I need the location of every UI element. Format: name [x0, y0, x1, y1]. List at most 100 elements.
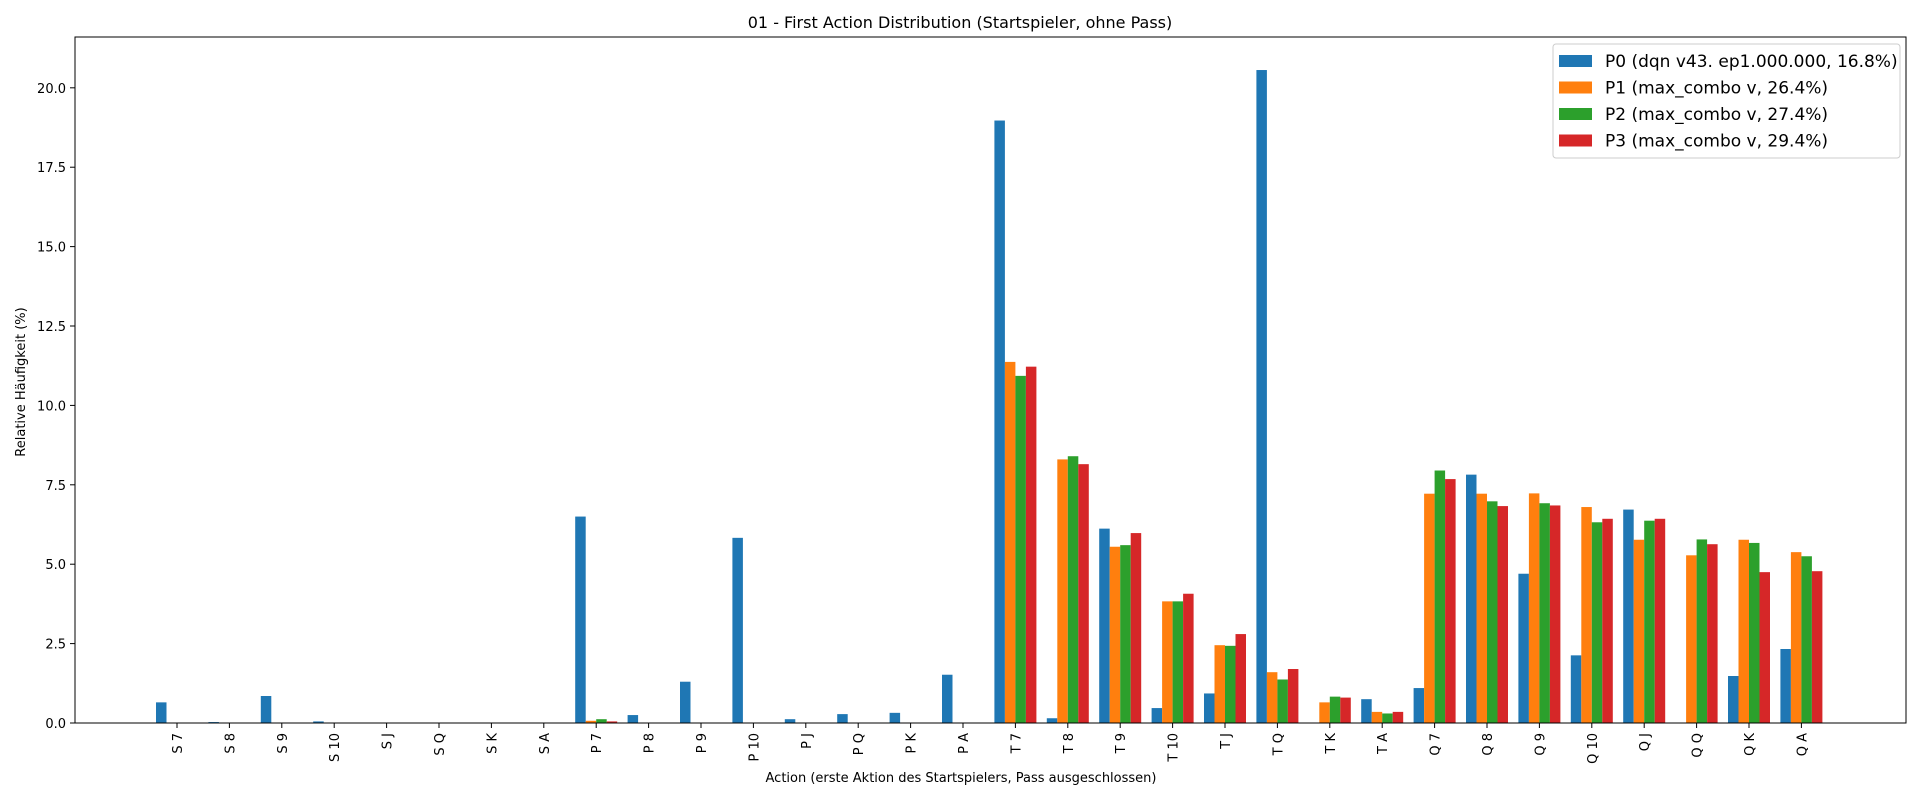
x-tick-label: Q J: [1638, 733, 1653, 751]
bar-t-10-series-3: [1183, 593, 1194, 723]
x-tick-label: Q 10: [1586, 733, 1601, 764]
bar-t-8-series-0: [1046, 718, 1058, 723]
bar-q-j-series-0: [1623, 509, 1634, 723]
bar-p-8-series-0: [627, 715, 639, 723]
x-tick-label: S 10: [328, 733, 343, 762]
bar-q-q-series-2: [1696, 539, 1708, 723]
x-tick-label: P K: [905, 733, 920, 754]
bar-t-q-series-1: [1266, 672, 1278, 723]
bar-t-k-series-1: [1319, 702, 1330, 723]
bar-t-j-series-0: [1204, 693, 1215, 723]
bar-t-j-series-3: [1235, 634, 1246, 723]
bar-p-7-series-3: [606, 721, 618, 723]
y-axis-label: Relative Häufigkeit (%): [14, 307, 29, 456]
bar-t-7-series-3: [1025, 366, 1037, 723]
legend-entry: P2 (max_combo v, 27.4%): [1605, 105, 1828, 125]
x-tick-label: P Q: [852, 733, 867, 755]
x-tick-label: S Q: [433, 733, 448, 756]
bar-q-q-series-3: [1707, 544, 1718, 723]
x-tick-label: S K: [485, 733, 500, 754]
x-tick-label: T Q: [1271, 733, 1286, 756]
x-tick-label: S 9: [276, 733, 291, 754]
y-tick-label: 12.5: [37, 320, 66, 335]
bar-t-j-series-1: [1214, 645, 1225, 723]
y-tick-label: 7.5: [45, 479, 66, 494]
bar-p-k-series-0: [889, 712, 901, 723]
bar-q-10-series-1: [1581, 507, 1592, 723]
bar-t-7-series-1: [1004, 361, 1016, 723]
x-tick-label: T 10: [1167, 733, 1182, 763]
bar-q-8-series-1: [1476, 493, 1487, 723]
bar-q-j-series-3: [1654, 518, 1666, 723]
legend-entry: P1 (max_combo v, 26.4%): [1605, 79, 1828, 99]
axes-layer: 0.0 2.5 5.0 7.5 10.0 12.5 15.0 17.5 20.0 S 7 S 8 S …: [37, 36, 1907, 764]
legend-box: [1552, 43, 1901, 159]
bar-q-10-series-3: [1602, 518, 1613, 723]
bar-t-j-series-2: [1225, 645, 1236, 723]
bar-q-k-series-2: [1749, 542, 1760, 723]
legend-entry: P0 (dqn v43. ep1.000.000, 16.8%): [1605, 52, 1898, 72]
bar-t-9-series-0: [1099, 528, 1110, 723]
bar-q-a-series-2: [1801, 556, 1812, 723]
x-tick-label: T 8: [1062, 733, 1077, 754]
bar-q-10-series-2: [1591, 522, 1603, 723]
bars-layer: [156, 70, 1823, 723]
bar-t-q-series-3: [1287, 669, 1299, 723]
x-tick-label: P 7: [590, 733, 605, 753]
bar-q-j-series-2: [1644, 520, 1655, 723]
bar-q-8-series-3: [1497, 506, 1508, 723]
legend-entry: P3 (max_combo v, 29.4%): [1605, 132, 1828, 152]
bar-t-q-series-0: [1256, 70, 1267, 723]
bar-s-7-series-0: [156, 702, 167, 723]
bar-t-9-series-1: [1109, 546, 1121, 723]
bar-t-a-series-3: [1392, 711, 1404, 723]
bar-t-7-series-2: [1015, 375, 1026, 723]
legend-swatch: [1559, 108, 1592, 120]
y-tick-label: 20.0: [37, 82, 66, 97]
bar-s-9-series-0: [260, 696, 272, 723]
bar-t-a-series-0: [1361, 699, 1372, 723]
x-tick-label: T 7: [1009, 733, 1024, 754]
bar-t-k-series-2: [1329, 696, 1341, 723]
bar-q-9-series-2: [1539, 503, 1550, 723]
legend-swatch: [1559, 55, 1592, 67]
y-tick-label: 10.0: [37, 399, 66, 414]
y-tick-label: 5.0: [45, 558, 66, 573]
bar-q-9-series-1: [1528, 493, 1540, 723]
legend-swatch: [1559, 81, 1592, 94]
x-tick-label: Q A: [1795, 733, 1810, 756]
bar-q-9-series-3: [1549, 505, 1561, 723]
legend-swatch: [1559, 134, 1592, 147]
bar-q-j-series-1: [1633, 539, 1645, 723]
bar-t-10-series-1: [1162, 601, 1173, 723]
y-tick-label: 17.5: [37, 161, 66, 176]
x-tick-label: S 7: [171, 733, 186, 754]
bar-p-j-series-0: [784, 719, 796, 723]
x-tick-label: Q Q: [1691, 733, 1706, 758]
x-tick-label: T K: [1324, 733, 1339, 755]
bar-q-q-series-1: [1686, 555, 1697, 723]
chart-title: 01 - First Action Distribution (Startspi…: [748, 13, 1172, 32]
bar-t-8-series-3: [1078, 464, 1089, 723]
bar-q-7-series-3: [1445, 479, 1456, 723]
x-tick-label: S A: [538, 733, 553, 754]
bar-t-7-series-0: [994, 120, 1005, 723]
x-axis-label: Action (erste Aktion des Startspielers, …: [766, 771, 1157, 786]
bar-q-8-series-0: [1466, 474, 1477, 723]
x-tick-label: P 9: [695, 733, 710, 753]
bar-q-k-series-1: [1738, 539, 1749, 723]
x-tick-label: S J: [381, 733, 396, 749]
bar-q-a-series-0: [1780, 649, 1791, 723]
legend: P0 (dqn v43. ep1.000.000, 16.8%) P1 (max_…: [1552, 43, 1901, 159]
bar-t-a-series-2: [1382, 713, 1393, 723]
y-tick-label: 15.0: [37, 241, 66, 256]
bar-p-7-series-0: [575, 516, 586, 723]
bar-t-9-series-3: [1130, 533, 1142, 723]
bar-s-10-series-0: [313, 721, 324, 723]
bar-p-7-series-1: [585, 720, 597, 723]
bar-q-k-series-0: [1728, 676, 1739, 723]
bar-q-k-series-3: [1759, 572, 1770, 723]
x-tick-label: T J: [1219, 733, 1234, 750]
x-tick-label: Q K: [1743, 733, 1758, 756]
bar-p-10-series-0: [732, 537, 743, 723]
